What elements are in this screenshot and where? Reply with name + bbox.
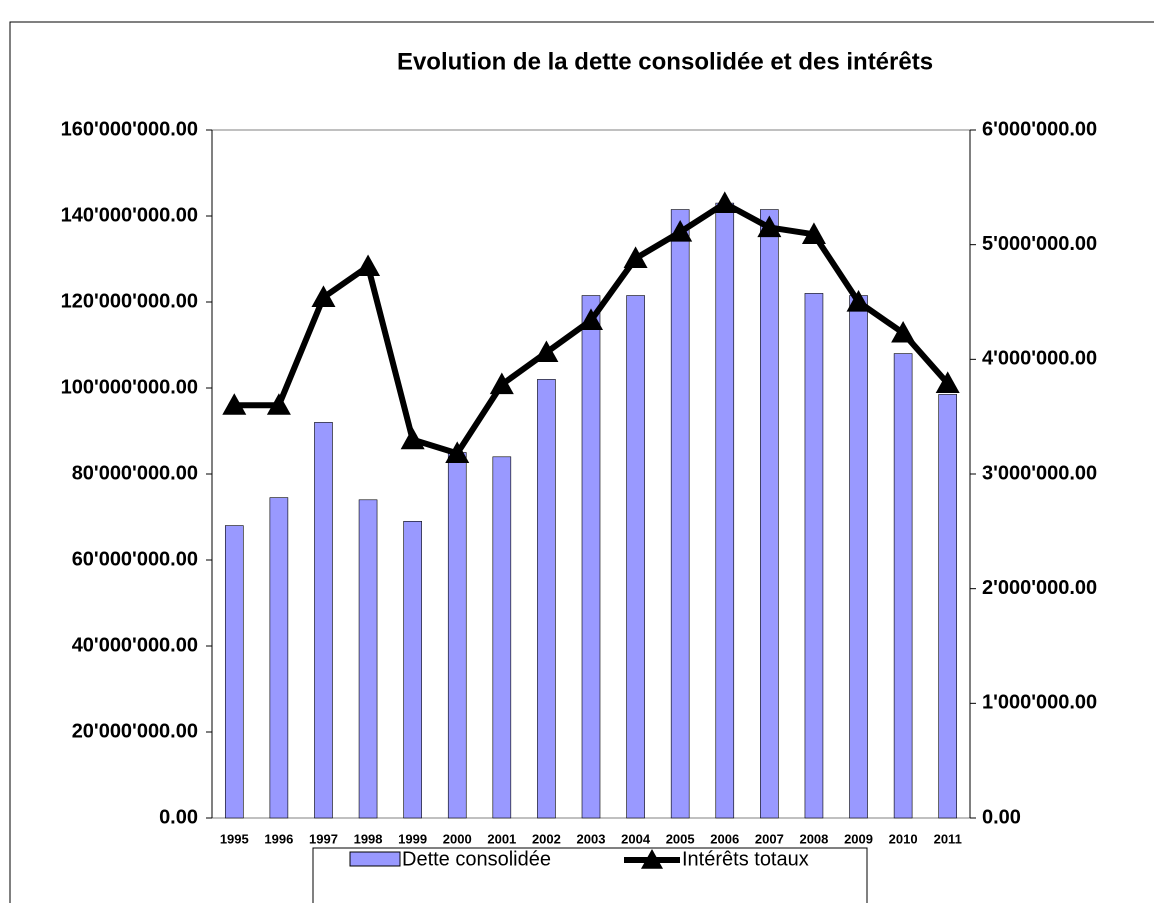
x-tick-label: 2009	[844, 831, 873, 846]
marker	[891, 320, 916, 343]
bar	[938, 394, 958, 819]
x-tick-label: 2011	[934, 831, 962, 846]
marker	[400, 427, 425, 450]
x-tick-label: 2003	[577, 831, 606, 846]
y-tick-label: 0.00	[159, 806, 198, 828]
y-tick-label: 100'000'000.00	[61, 376, 198, 398]
y-tick-label: 20'000'000.00	[72, 720, 198, 742]
marker	[668, 220, 693, 242]
bar	[314, 422, 333, 819]
bar	[537, 379, 556, 819]
x-tick-label: 1996	[264, 831, 293, 846]
marker	[222, 393, 247, 415]
marker	[712, 191, 737, 213]
bar	[849, 295, 868, 819]
bar	[626, 295, 645, 819]
marker	[266, 393, 291, 415]
bar	[670, 209, 690, 819]
y-tick-label: 80'000'000.00	[72, 462, 198, 484]
marker	[757, 215, 782, 238]
bar	[804, 293, 824, 819]
bar	[447, 452, 467, 819]
y-tick-label: 160'000'000.00	[61, 118, 198, 140]
legend-label: Intérêts totaux	[682, 848, 809, 870]
marker	[579, 308, 603, 330]
marker	[846, 290, 871, 312]
marker	[356, 254, 381, 277]
legend-swatch	[349, 851, 401, 867]
marker	[489, 372, 514, 395]
y-tick-label: 140'000'000.00	[61, 204, 198, 226]
bar	[224, 525, 244, 819]
legend-box	[312, 847, 868, 908]
legend-marker	[641, 849, 663, 869]
y2-tick-label: 6'000'000.00	[982, 118, 1097, 140]
x-tick-label: 1997	[309, 831, 338, 846]
x-tick-label: 2006	[710, 831, 739, 846]
y2-tick-label: 2'000'000.00	[982, 577, 1097, 599]
bar	[715, 202, 735, 819]
x-tick-label: 2007	[755, 831, 784, 846]
y-tick-label: 40'000'000.00	[72, 634, 198, 656]
bar	[492, 456, 512, 819]
x-tick-label: 2005	[666, 831, 695, 846]
x-tick-label: 2000	[443, 831, 472, 846]
marker	[935, 371, 960, 394]
bar	[358, 499, 378, 819]
legend-label: Dette consolidée	[402, 848, 551, 870]
y2-tick-label: 3'000'000.00	[982, 462, 1097, 484]
bar	[893, 353, 913, 819]
marker	[623, 246, 648, 269]
x-tick-label: 2004	[621, 831, 651, 846]
marker	[801, 222, 826, 244]
marker	[311, 285, 336, 308]
x-tick-label: 1995	[220, 831, 249, 846]
x-tick-label: 2010	[889, 831, 918, 846]
marker	[534, 340, 559, 363]
bar	[581, 295, 601, 819]
y2-tick-label: 1'000'000.00	[982, 692, 1097, 714]
x-tick-label: 2008	[799, 831, 828, 846]
y2-tick-label: 0.00	[982, 806, 1021, 828]
bar	[403, 520, 422, 819]
chart-title: Evolution de la dette consolidée et des …	[397, 48, 933, 75]
x-tick-label: 2002	[532, 831, 561, 846]
y2-tick-label: 4'000'000.00	[982, 348, 1097, 370]
x-tick-label: 1999	[398, 831, 427, 846]
y2-tick-label: 5'000'000.00	[982, 233, 1097, 255]
bar	[760, 209, 779, 819]
marker	[445, 441, 470, 463]
x-tick-label: 1998	[354, 831, 383, 846]
y-tick-label: 120'000'000.00	[61, 290, 198, 312]
x-tick-label: 2001	[487, 831, 516, 846]
y-tick-label: 60'000'000.00	[72, 548, 198, 570]
bar	[269, 497, 289, 819]
